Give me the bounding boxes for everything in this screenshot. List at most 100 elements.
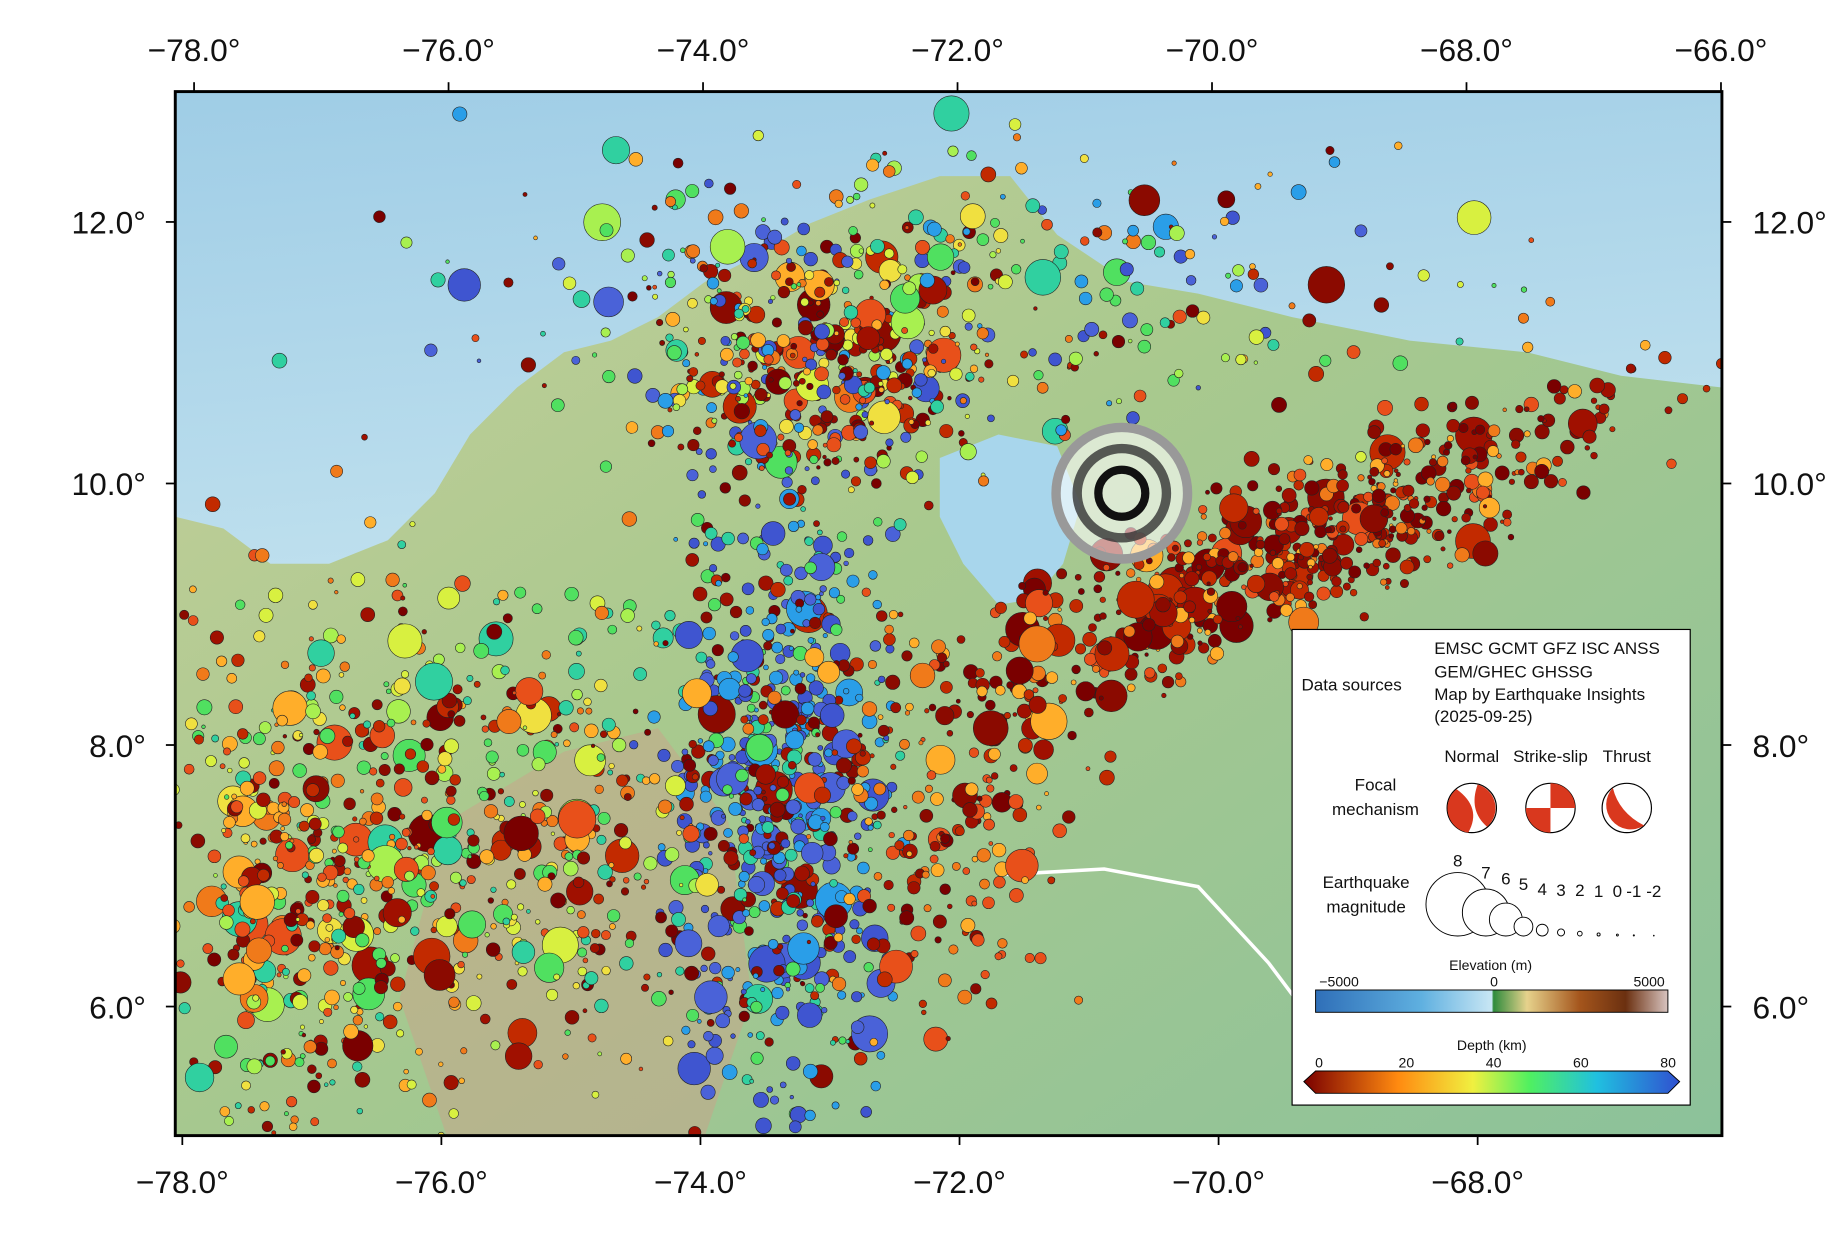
earthquake: [1249, 263, 1256, 270]
earthquake: [373, 927, 382, 936]
earthquake: [435, 915, 458, 938]
earthquake: [1728, 394, 1742, 408]
earthquake: [485, 942, 501, 957]
legend-label: Data sources: [1301, 676, 1401, 695]
earthquake: [928, 343, 939, 354]
earthquake: [235, 599, 246, 610]
earthquake: [826, 437, 842, 453]
magnitude-circle: [1652, 934, 1655, 937]
earthquake: [787, 932, 820, 965]
earthquake: [679, 796, 694, 812]
earthquake: [802, 619, 811, 628]
depth-colorbar: [1303, 1070, 1681, 1094]
earthquake: [771, 641, 783, 654]
earthquake: [421, 796, 428, 804]
earthquake: [700, 1084, 716, 1100]
earthquake: [964, 413, 970, 419]
earthquake: [1092, 227, 1103, 238]
earthquake: [836, 531, 848, 542]
earthquake: [285, 841, 294, 850]
earthquake: [1451, 516, 1458, 523]
earthquake: [979, 878, 990, 890]
earthquake: [282, 734, 287, 739]
earthquake: [421, 629, 427, 635]
earthquake: [1443, 448, 1450, 456]
earthquake: [1068, 351, 1083, 366]
earthquake: [1007, 374, 1020, 387]
earthquake: [490, 886, 497, 893]
colorbar-tick: 40: [1486, 1054, 1502, 1070]
earthquake: [1093, 351, 1099, 357]
earthquake: [1348, 565, 1362, 579]
earthquake: [779, 419, 794, 434]
earthquake: [955, 826, 965, 836]
earthquake: [742, 723, 755, 735]
earthquake: [1149, 574, 1165, 590]
earthquake: [1293, 468, 1307, 482]
earthquake: [430, 926, 438, 934]
earthquake: [878, 381, 884, 387]
earthquake: [343, 867, 352, 876]
earthquake: [665, 333, 674, 342]
earthquake: [317, 899, 330, 912]
earthquake: [471, 334, 480, 343]
earthquake: [1195, 385, 1201, 391]
earthquake: [888, 610, 899, 620]
earthquake: [682, 825, 700, 843]
earthquake: [487, 897, 494, 904]
earthquake: [224, 794, 230, 800]
earthquake: [947, 395, 952, 401]
earthquake: [667, 270, 675, 279]
earthquake: [870, 239, 885, 254]
earthquake: [1052, 823, 1067, 838]
top-axis-label: −66.0°: [1675, 32, 1768, 68]
earthquake: [982, 896, 995, 910]
earthquake: [280, 660, 290, 669]
earthquake: [677, 443, 685, 451]
top-axis-label: −78.0°: [148, 32, 241, 68]
earthquake: [768, 842, 776, 850]
earthquake: [1106, 400, 1113, 407]
earthquake: [1179, 573, 1185, 579]
earthquake: [1140, 323, 1154, 336]
earthquake: [245, 937, 272, 964]
earthquake: [754, 388, 768, 402]
earthquake: [1342, 582, 1351, 591]
earthquake: [227, 948, 240, 961]
earthquake: [1144, 652, 1149, 657]
earthquake: [868, 570, 878, 580]
earthquake: [869, 1037, 878, 1047]
earthquake: [641, 776, 651, 785]
earthquake: [361, 849, 375, 863]
earthquake: [847, 842, 860, 855]
earthquake: [448, 1108, 459, 1119]
earthquake: [1666, 458, 1677, 469]
earthquake: [1337, 501, 1350, 513]
left-axis-label: 6.0°: [89, 989, 146, 1025]
earthquake: [1188, 616, 1196, 624]
earthquake: [1085, 766, 1091, 772]
earthquake: [777, 286, 791, 299]
earthquake: [822, 442, 828, 448]
earthquake: [1255, 539, 1266, 550]
earthquake: [959, 203, 986, 229]
earthquake: [855, 693, 864, 702]
earthquake: [234, 921, 251, 938]
earthquake: [520, 357, 536, 373]
earthquake: [465, 995, 482, 1011]
earthquake: [1079, 154, 1089, 163]
earthquake: [861, 411, 869, 418]
earthquake: [939, 325, 951, 338]
earthquake: [825, 348, 837, 361]
earthquake: [742, 897, 747, 902]
earthquake: [1511, 439, 1521, 449]
earthquake: [924, 500, 934, 511]
earthquake: [744, 926, 754, 936]
earthquake: [298, 820, 310, 832]
earthquake: [305, 890, 320, 904]
earthquake: [1523, 430, 1531, 438]
right-axis-label: 8.0°: [1752, 728, 1809, 764]
earthquake: [897, 611, 904, 618]
earthquake: [1238, 624, 1243, 630]
earthquake: [625, 421, 639, 434]
